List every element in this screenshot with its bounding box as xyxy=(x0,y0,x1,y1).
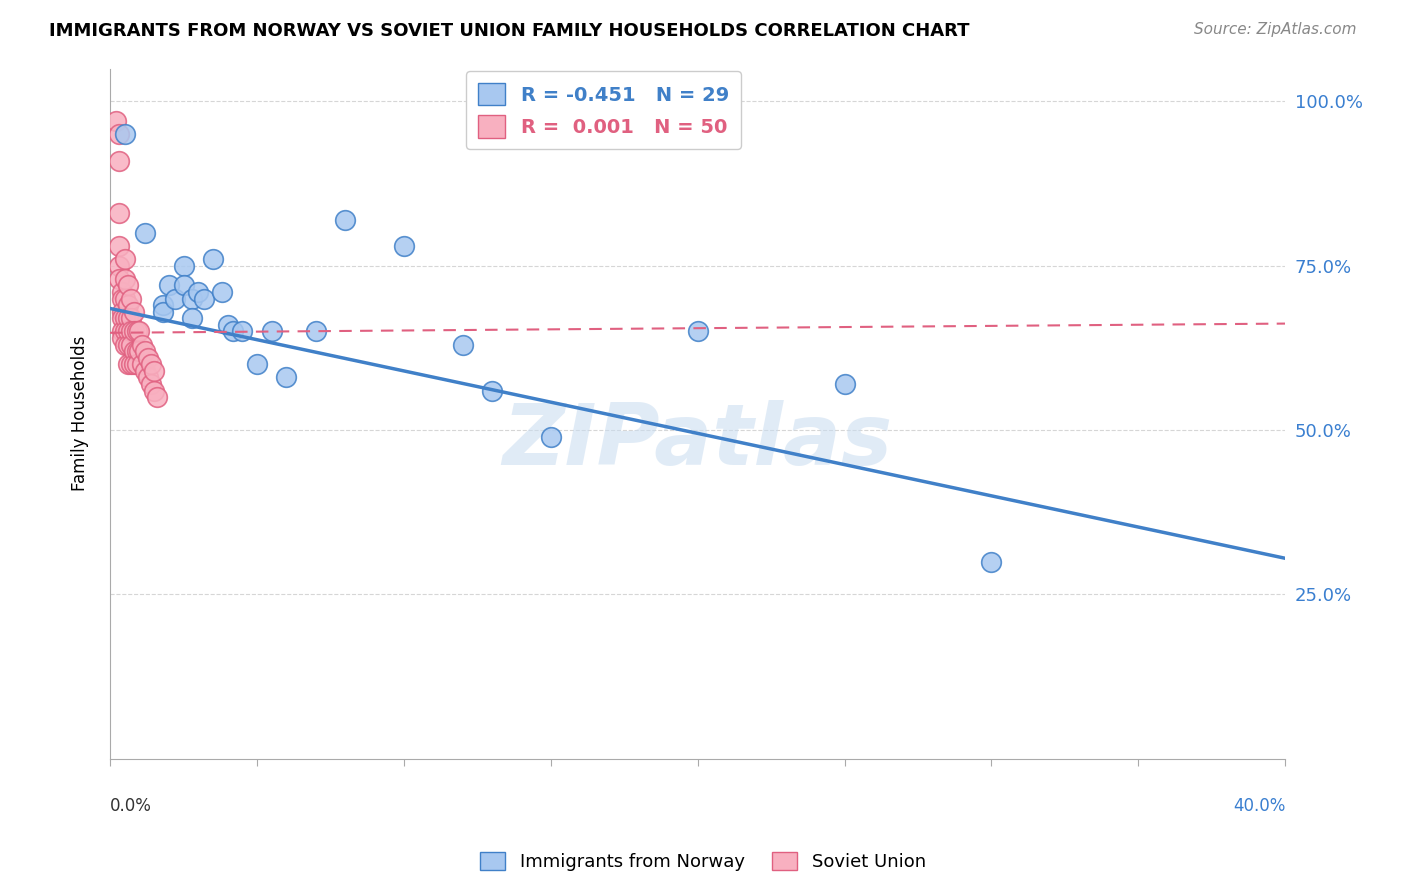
Point xyxy=(187,285,209,299)
Point xyxy=(108,272,131,286)
Point xyxy=(231,325,253,339)
Point xyxy=(125,344,148,359)
Point xyxy=(173,259,195,273)
Point xyxy=(152,298,174,312)
Point xyxy=(686,325,709,339)
Point xyxy=(120,292,142,306)
Point xyxy=(217,318,239,332)
Point xyxy=(114,292,136,306)
Point xyxy=(143,384,166,398)
Point xyxy=(114,311,136,326)
Point xyxy=(136,370,159,384)
Point xyxy=(114,337,136,351)
Point xyxy=(276,370,298,384)
Point xyxy=(114,128,136,142)
Point xyxy=(125,357,148,371)
Point xyxy=(392,239,415,253)
Point xyxy=(181,292,204,306)
Point xyxy=(111,331,134,345)
Point xyxy=(134,344,156,359)
Point xyxy=(181,311,204,326)
Point xyxy=(134,226,156,240)
Point xyxy=(163,292,186,306)
Text: 40.0%: 40.0% xyxy=(1233,797,1285,814)
Point xyxy=(122,305,145,319)
Point xyxy=(152,305,174,319)
Point xyxy=(141,377,163,392)
Point xyxy=(111,285,134,299)
Point xyxy=(134,364,156,378)
Text: Source: ZipAtlas.com: Source: ZipAtlas.com xyxy=(1194,22,1357,37)
Point xyxy=(108,206,131,220)
Point xyxy=(120,357,142,371)
Point xyxy=(104,114,127,128)
Point xyxy=(173,278,195,293)
Point xyxy=(117,357,139,371)
Point xyxy=(125,325,148,339)
Point xyxy=(451,337,474,351)
Text: ZIPatlas: ZIPatlas xyxy=(502,400,893,483)
Point xyxy=(117,337,139,351)
Point xyxy=(260,325,283,339)
Text: 0.0%: 0.0% xyxy=(110,797,152,814)
Point xyxy=(108,259,131,273)
Point xyxy=(111,305,134,319)
Point xyxy=(201,252,224,267)
Point xyxy=(131,337,153,351)
Point xyxy=(111,311,134,326)
Point xyxy=(117,298,139,312)
Point xyxy=(481,384,503,398)
Point xyxy=(111,292,134,306)
Point xyxy=(143,364,166,378)
Point xyxy=(114,252,136,267)
Point xyxy=(157,278,180,293)
Point xyxy=(114,325,136,339)
Point xyxy=(333,212,356,227)
Point xyxy=(114,272,136,286)
Point xyxy=(111,325,134,339)
Point xyxy=(120,325,142,339)
Point xyxy=(980,555,1002,569)
Point xyxy=(122,344,145,359)
Point xyxy=(120,337,142,351)
Point xyxy=(305,325,328,339)
Point xyxy=(108,239,131,253)
Point xyxy=(128,325,150,339)
Legend: Immigrants from Norway, Soviet Union: Immigrants from Norway, Soviet Union xyxy=(472,845,934,879)
Point xyxy=(117,325,139,339)
Point xyxy=(136,351,159,365)
Point xyxy=(146,390,169,404)
Point xyxy=(128,344,150,359)
Point xyxy=(222,325,245,339)
Point xyxy=(246,357,269,371)
Point xyxy=(141,357,163,371)
Point xyxy=(211,285,233,299)
Point xyxy=(122,325,145,339)
Point xyxy=(108,153,131,168)
Point xyxy=(834,377,856,392)
Point xyxy=(131,357,153,371)
Point xyxy=(120,311,142,326)
Text: IMMIGRANTS FROM NORWAY VS SOVIET UNION FAMILY HOUSEHOLDS CORRELATION CHART: IMMIGRANTS FROM NORWAY VS SOVIET UNION F… xyxy=(49,22,970,40)
Point xyxy=(193,292,215,306)
Point xyxy=(108,128,131,142)
Point xyxy=(540,430,562,444)
Point xyxy=(117,311,139,326)
Point xyxy=(117,278,139,293)
Point xyxy=(122,357,145,371)
Y-axis label: Family Households: Family Households xyxy=(72,336,89,491)
Legend: R = -0.451   N = 29, R =  0.001   N = 50: R = -0.451 N = 29, R = 0.001 N = 50 xyxy=(467,71,741,149)
